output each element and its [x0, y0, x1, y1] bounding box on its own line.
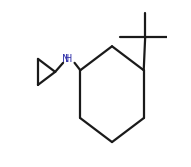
- Text: H: H: [65, 54, 73, 64]
- Text: N: N: [62, 54, 69, 64]
